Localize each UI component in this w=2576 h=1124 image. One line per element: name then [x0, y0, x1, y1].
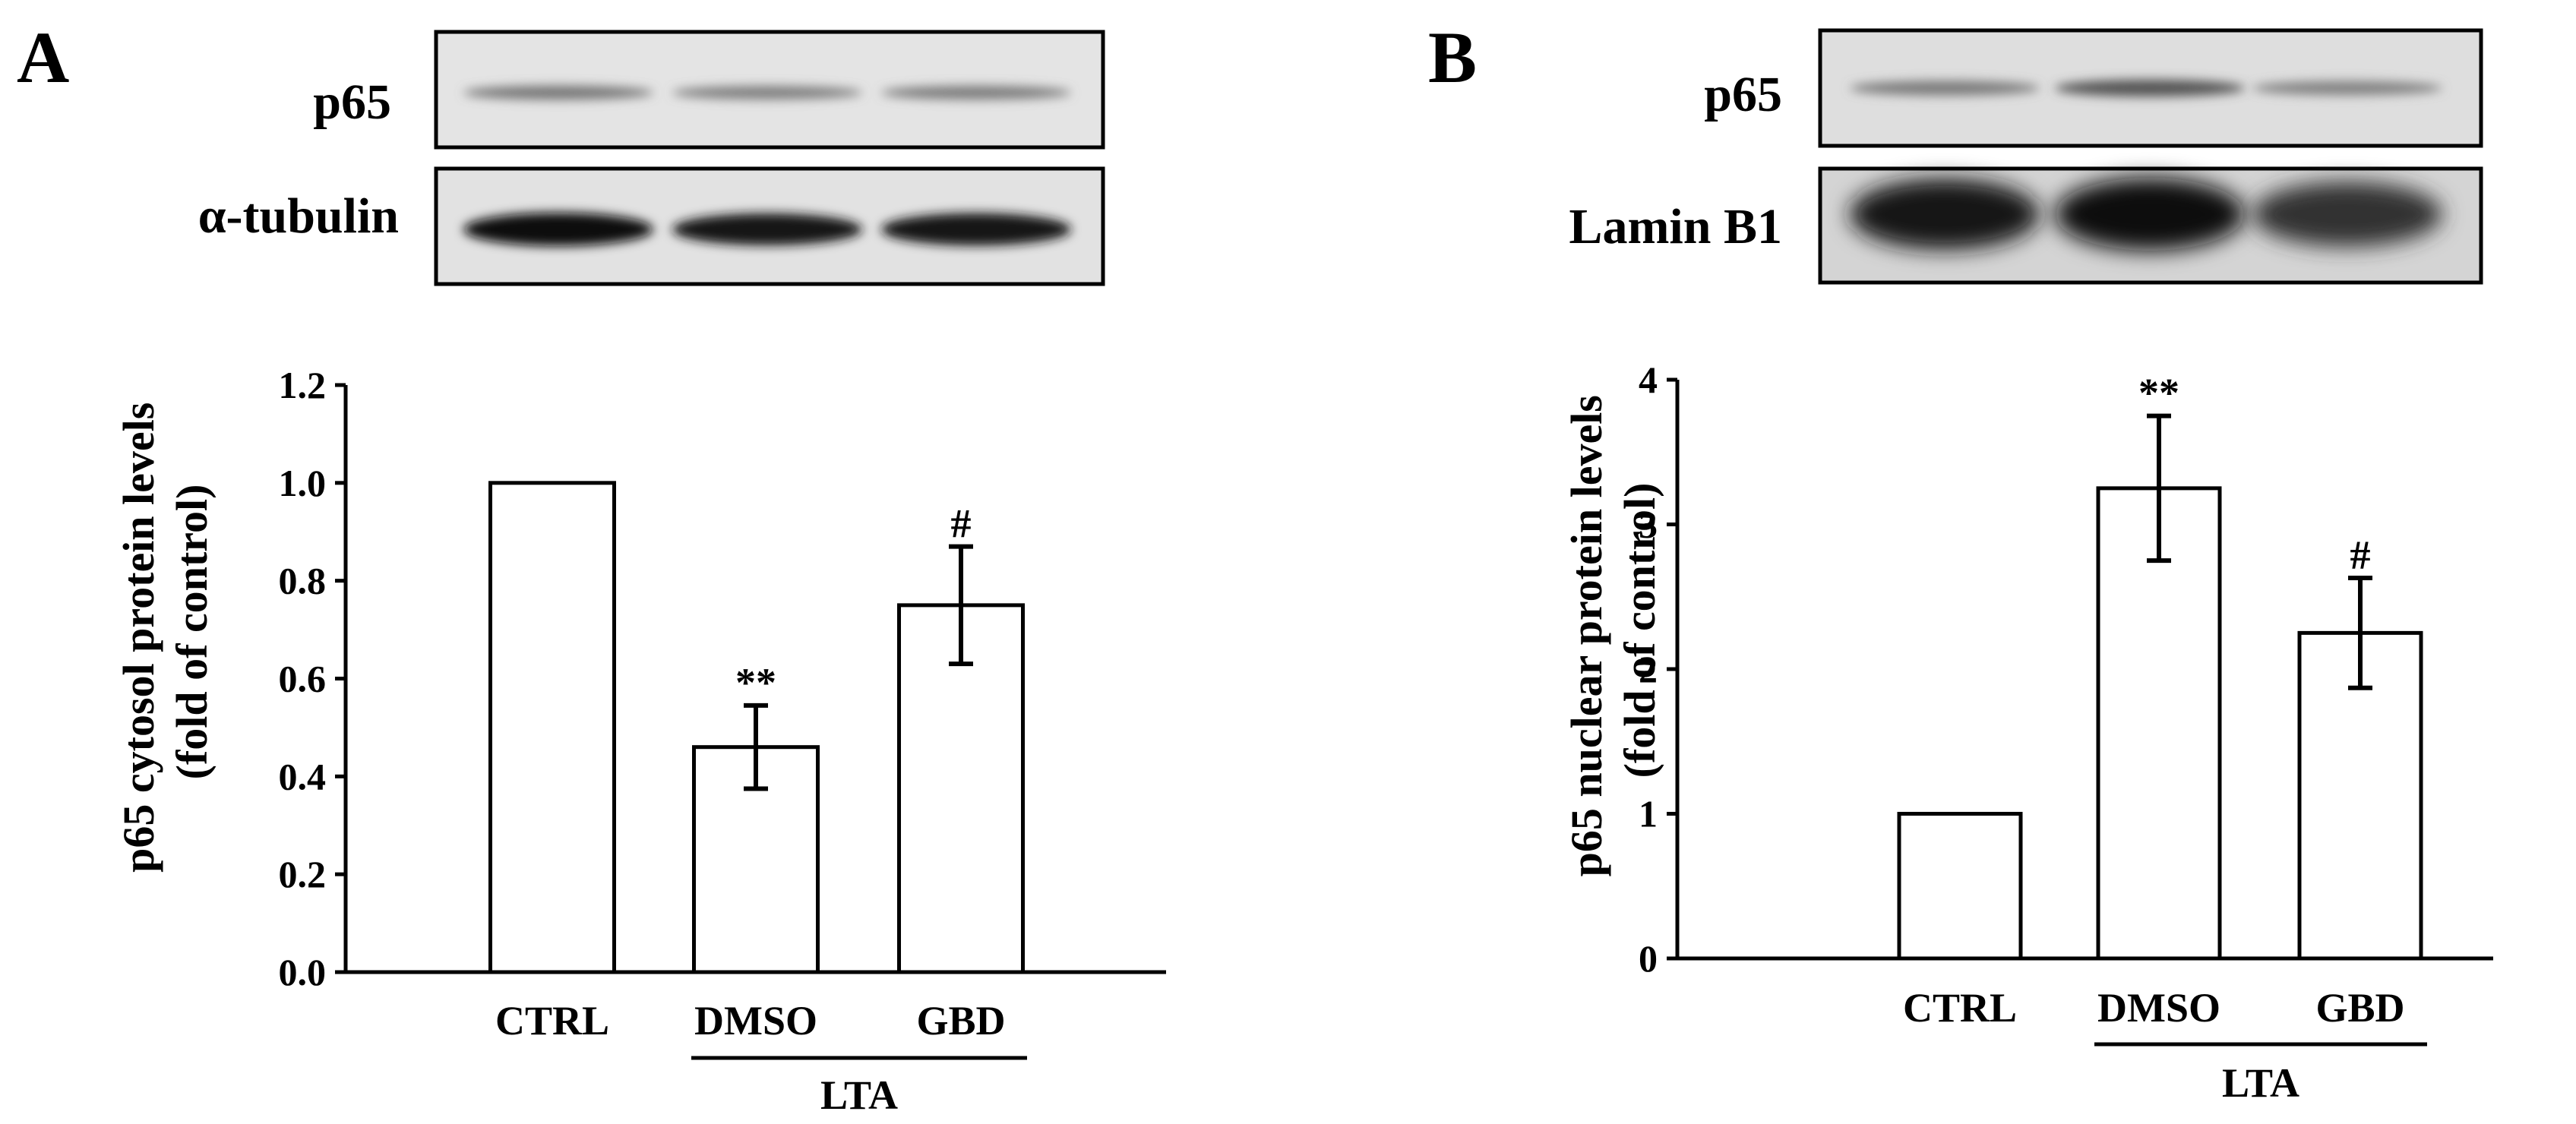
y-axis-label-a-line-2: (fold of control)	[167, 485, 217, 780]
y-tick-label: 0.6	[279, 658, 327, 700]
panel-letter-b: B	[1428, 17, 1477, 98]
blot-band	[2252, 81, 2442, 96]
category-label: DMSO	[694, 998, 817, 1043]
y-tick-label: 0.0	[279, 951, 327, 993]
blot-band	[463, 213, 653, 246]
panel-b: B p65 Lamin B1 0 1 2 3 4 CTRL ** DMSO # GBD LTA p6…	[1428, 17, 2493, 1106]
panel-a: A p65 α-tubulin 0.0 0.2 0.4 0.6 0.8 1.0 1.2 CTR…	[17, 17, 1166, 1118]
blot-band	[1850, 81, 2040, 96]
y-axis-label-b-line-1: p65 nuclear protein levels	[1562, 395, 1611, 876]
y-tick-label: 1.2	[279, 364, 327, 406]
blot-label-a-2: α-tubulin	[198, 188, 399, 244]
category-label: GBD	[916, 998, 1005, 1043]
significance-marker: **	[735, 660, 776, 706]
y-tick-label: 1	[1639, 793, 1658, 835]
y-tick-label: 2	[1639, 648, 1658, 690]
category-label: GBD	[2315, 985, 2404, 1031]
blot-label-a-1: p65	[313, 74, 391, 130]
chart-a: 0.0 0.2 0.4 0.6 0.8 1.0 1.2 CTRL ** DMSO # GBD LTA	[279, 364, 1166, 1118]
bar	[2096, 486, 2222, 961]
group-label: LTA	[820, 1072, 898, 1118]
blot-band	[1850, 178, 2040, 250]
y-axis-label-a-line-1: p65 cytosol protein levels	[114, 403, 163, 873]
y-tick-label: 0.2	[279, 853, 327, 895]
blot-label-b-1: p65	[1704, 67, 1782, 122]
y-tick-label: 4	[1639, 358, 1658, 401]
blot-bands-a-2	[463, 213, 1071, 246]
blot-band	[463, 85, 653, 100]
blot-bands-b-1	[1850, 79, 2442, 97]
y-tick-label: 0	[1639, 937, 1658, 980]
blot-band	[672, 86, 862, 99]
bar	[1897, 812, 2023, 961]
blot-band	[881, 86, 1071, 99]
significance-marker: #	[951, 501, 972, 547]
category-label: CTRL	[495, 998, 609, 1043]
chart-b: 0 1 2 3 4 CTRL ** DMSO # GBD LTA	[1639, 358, 2493, 1106]
significance-marker: #	[2350, 532, 2371, 578]
y-tick-label: 1.0	[279, 462, 327, 504]
blot-band	[672, 213, 862, 246]
group-label: LTA	[2222, 1060, 2299, 1106]
y-tick-label: 0.8	[279, 560, 327, 602]
blot-band	[881, 213, 1071, 246]
panel-letter-a: A	[17, 17, 69, 98]
blot-band	[2252, 182, 2442, 247]
y-axis-label-b-line-2: (fold of control)	[1615, 483, 1664, 778]
blot-band	[2055, 79, 2245, 97]
blot-bands-a-1	[463, 85, 1071, 100]
category-label: DMSO	[2097, 985, 2220, 1031]
category-label: CTRL	[1903, 985, 2017, 1031]
y-tick-label: 0.4	[279, 755, 327, 797]
y-tick-label: 3	[1639, 504, 1658, 546]
y-axis-label-a: p65 cytosol protein levels (fold of cont…	[114, 391, 217, 873]
bar	[488, 481, 616, 974]
y-axis-label-b: p65 nuclear protein levels (fold of cont…	[1562, 384, 1664, 877]
significance-marker: **	[2138, 371, 2179, 416]
blot-label-b-2: Lamin B1	[1569, 199, 1782, 254]
blot-bands-b-2	[1850, 178, 2442, 251]
blot-band	[2055, 178, 2245, 251]
